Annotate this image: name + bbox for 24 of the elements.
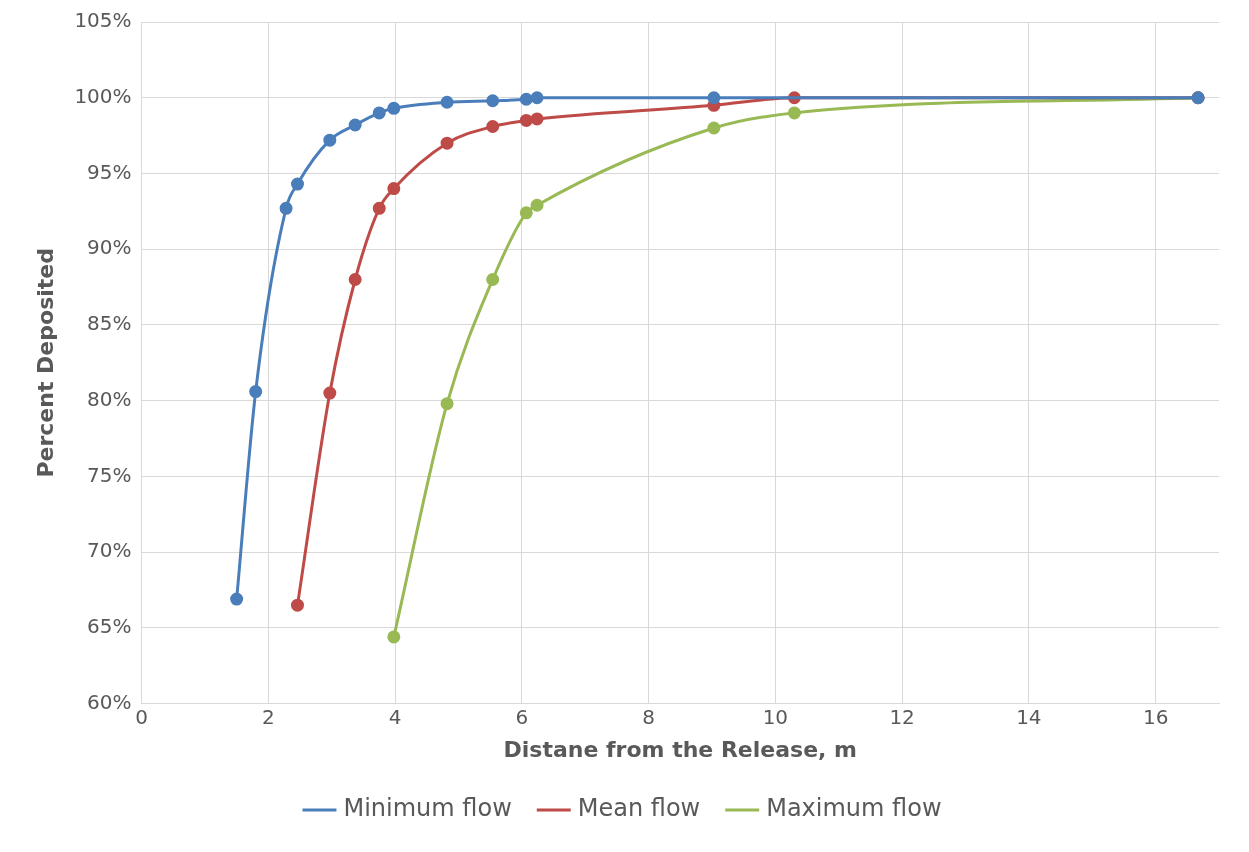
y-tick-label: 65% bbox=[87, 614, 132, 639]
x-axis-title: Distane from the Release, m bbox=[503, 736, 858, 762]
x-tick-label: 2 bbox=[261, 704, 275, 729]
legend-label: Minimum flow bbox=[343, 794, 512, 823]
x-tick-label: 8 bbox=[642, 704, 655, 729]
y-tick-label: 85% bbox=[87, 311, 132, 336]
x-tick-label: 12 bbox=[889, 704, 915, 729]
y-tick-label: 60% bbox=[87, 689, 132, 714]
x-tick-label: 10 bbox=[762, 704, 789, 729]
y-axis-title: Percent Deposited bbox=[32, 248, 58, 478]
x-tick-label: 4 bbox=[388, 704, 402, 729]
x-tick-label: 14 bbox=[1016, 704, 1042, 729]
x-tick-label: 16 bbox=[1142, 704, 1169, 729]
x-tick-label: 0 bbox=[135, 704, 148, 729]
x-tick-label: 6 bbox=[515, 704, 529, 729]
y-tick-label: 75% bbox=[87, 462, 132, 487]
y-tick-label: 100% bbox=[74, 83, 132, 108]
y-tick-label: 95% bbox=[87, 159, 132, 184]
legend-label: Mean flow bbox=[577, 794, 701, 823]
y-tick-label: 70% bbox=[87, 538, 132, 563]
y-tick-label: 80% bbox=[87, 386, 132, 411]
y-tick-label: 90% bbox=[87, 235, 132, 260]
y-tick-label: 105% bbox=[74, 8, 132, 33]
legend-label: Maximum flow bbox=[766, 794, 942, 823]
